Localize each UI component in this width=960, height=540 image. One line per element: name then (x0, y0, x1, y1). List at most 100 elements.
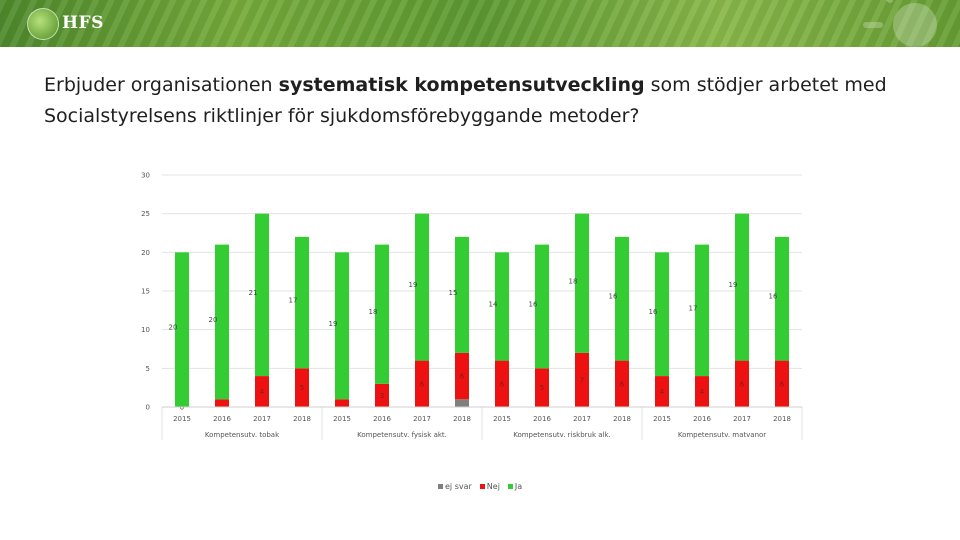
x-tick-label: 2018 (453, 415, 471, 423)
x-tick-label: 2016 (373, 415, 391, 423)
y-tick-label: 25 (141, 210, 150, 218)
bar-nej (255, 376, 269, 407)
bar-nej (615, 360, 629, 407)
data-label: 16 (769, 293, 778, 301)
legend-item: Nej (479, 482, 500, 491)
y-tick-label: 15 (141, 288, 150, 296)
bar-ja (175, 252, 189, 407)
data-label: 6 (460, 373, 465, 381)
data-label: 4 (260, 388, 265, 396)
data-label: 20 (169, 324, 178, 332)
x-tick-label: 2015 (333, 415, 351, 423)
bar-nej (375, 383, 389, 407)
bar-ja (495, 252, 509, 361)
title-prefix: Erbjuder organisationen (44, 74, 279, 96)
bar-ja (575, 213, 589, 353)
bar-nej (495, 360, 509, 407)
data-label: 19 (409, 281, 418, 289)
legend-swatch (438, 484, 443, 489)
y-tick-label: 20 (141, 249, 150, 257)
bar-nej (775, 360, 789, 407)
data-label: 3 (380, 392, 384, 400)
y-tick-label: 10 (141, 326, 150, 334)
bar-nej (295, 368, 309, 407)
bar-ja (655, 252, 669, 377)
bar-ja (255, 213, 269, 377)
header-banner: HFS (0, 0, 960, 47)
bar-nej (535, 368, 549, 407)
bar-ja (735, 213, 749, 361)
data-label: 19 (329, 320, 338, 328)
bar-nej (455, 352, 469, 400)
data-label: 18 (569, 277, 578, 285)
data-label: 7 (580, 376, 584, 384)
group-label: Kompetensutv. tobak (205, 431, 280, 439)
legend-label: Nej (486, 482, 500, 491)
x-tick-label: 2016 (213, 415, 231, 423)
data-label: 5 (540, 384, 544, 392)
legend-label: Ja (514, 482, 523, 491)
title-suffix: som stödjer arbetet med (644, 74, 887, 96)
legend-label: ej svar (445, 482, 472, 491)
legend-swatch (479, 484, 485, 489)
x-tick-label: 2016 (693, 415, 711, 423)
bar-nej (335, 399, 349, 407)
y-tick-label: 5 (146, 365, 150, 373)
data-label: 6 (780, 380, 785, 388)
title-bold: systematisk kompetensutveckling (278, 74, 645, 96)
bar-ja (335, 252, 349, 400)
data-label: 6 (740, 380, 745, 388)
bar-ja (455, 236, 469, 353)
bar-ja (695, 244, 709, 377)
bar-ja (535, 244, 549, 369)
bar-ja (775, 236, 789, 361)
x-tick-label: 2017 (413, 415, 431, 423)
legend-swatch (507, 484, 513, 489)
legend-item: ej svar (438, 482, 472, 491)
bar-nej (695, 376, 709, 407)
slide-title: Erbjuder organisationen systematisk komp… (44, 70, 924, 132)
data-label: 5 (300, 384, 304, 392)
x-tick-label: 2018 (293, 415, 311, 423)
hfs-logo-icon (27, 8, 59, 40)
data-label: 6 (500, 380, 505, 388)
data-label: 14 (489, 300, 498, 308)
bar-nej (215, 399, 229, 407)
bar-ja (415, 213, 429, 361)
x-tick-label: 2015 (493, 415, 511, 423)
bar-ja (615, 236, 629, 361)
chart-legend: ej svar Nej Ja (438, 482, 522, 491)
sun-icon (863, 0, 937, 47)
x-tick-label: 2017 (253, 415, 271, 423)
bar-nej (655, 376, 669, 407)
data-label: 16 (609, 293, 618, 301)
data-label: 16 (529, 300, 538, 308)
bar-ja (215, 244, 229, 400)
y-tick-label: 30 (141, 172, 150, 180)
group-label: Kompetensutv. fysisk akt. (357, 431, 447, 439)
group-label: Kompetensutv. matvanor (678, 431, 766, 439)
data-label: 18 (369, 308, 378, 316)
data-label: 17 (689, 304, 698, 312)
bar-ja (375, 244, 389, 384)
x-tick-label: 2015 (173, 415, 191, 423)
data-label: 20 (209, 316, 218, 324)
x-tick-label: 2016 (533, 415, 551, 423)
group-label: Kompetensutv. riskbruk alk. (513, 431, 611, 439)
bar-ja (295, 236, 309, 369)
x-tick-label: 2015 (653, 415, 671, 423)
bar-ej-svar (455, 399, 469, 407)
data-label: 21 (249, 289, 258, 297)
data-label: 4 (700, 388, 705, 396)
data-label: 19 (729, 281, 738, 289)
data-label: 6 (620, 380, 625, 388)
x-tick-label: 2018 (613, 415, 631, 423)
data-label: 4 (660, 388, 665, 396)
x-tick-label: 2017 (573, 415, 591, 423)
legend-item: Ja (507, 482, 523, 491)
x-tick-label: 2017 (733, 415, 751, 423)
data-label: 16 (649, 308, 658, 316)
x-tick-label: 2018 (773, 415, 791, 423)
data-label: 17 (289, 297, 298, 305)
